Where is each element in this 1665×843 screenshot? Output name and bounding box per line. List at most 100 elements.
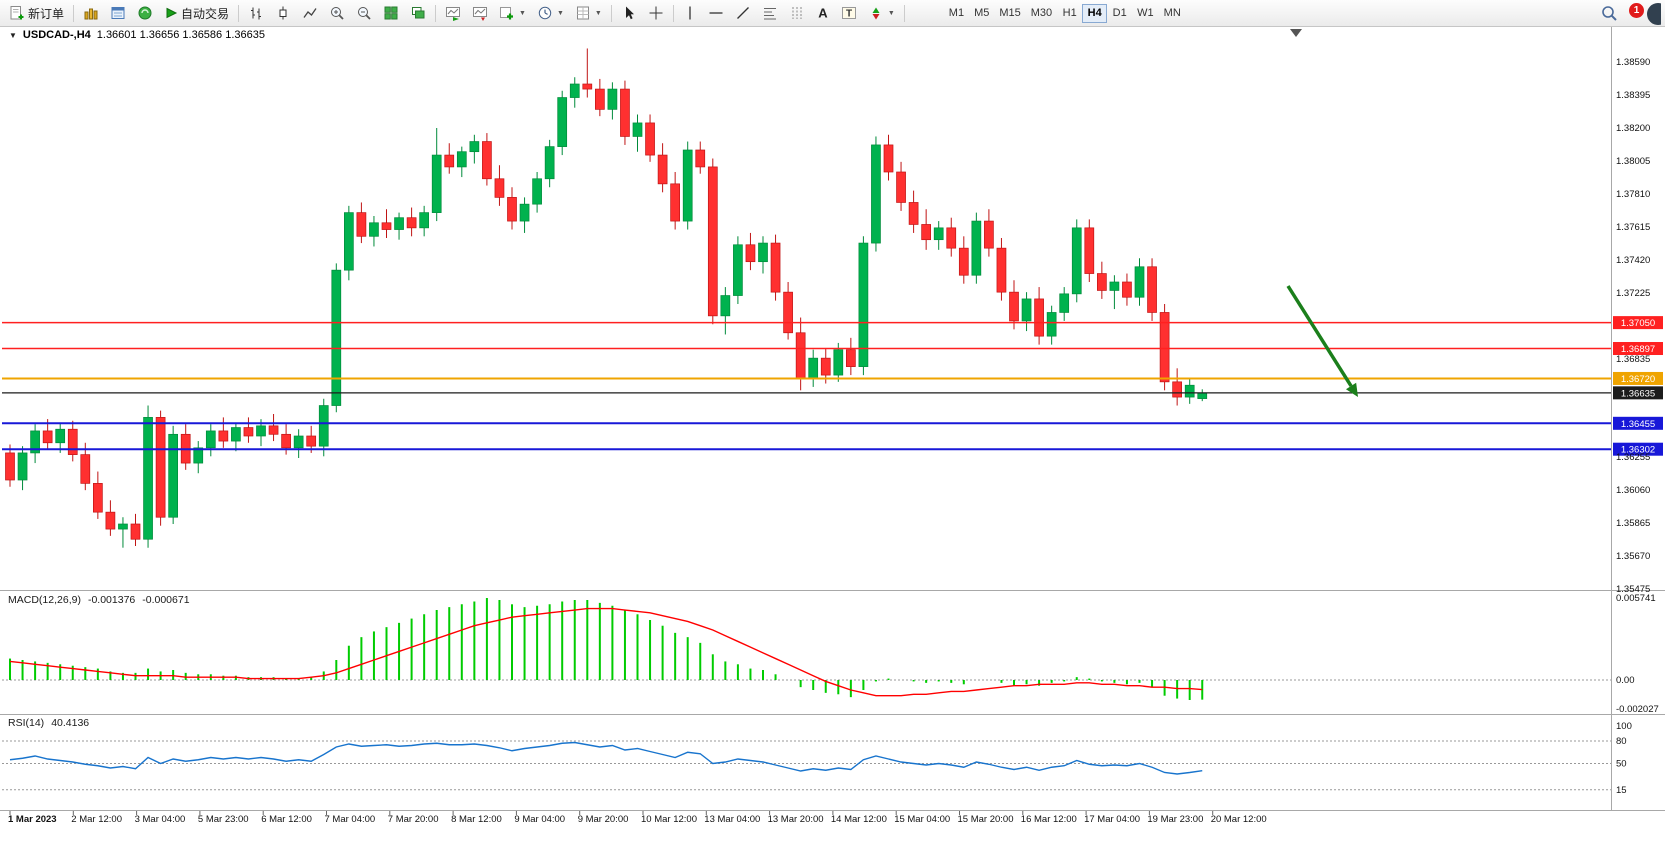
trendline-button[interactable] <box>730 2 756 24</box>
candle <box>1122 281 1132 298</box>
search-icon[interactable] <box>1600 4 1618 22</box>
timeframe-button-h1[interactable]: H1 <box>1057 4 1082 23</box>
candle <box>984 220 994 249</box>
timeframe-group: M1 M5 M15 M30 H1 H4 D1 W1 MN <box>944 3 1186 23</box>
market-watch-icon <box>84 8 98 20</box>
auto-scroll-button[interactable] <box>440 2 466 24</box>
shapes-button[interactable]: ▼ <box>863 2 900 24</box>
data-window-button[interactable] <box>105 2 131 24</box>
macd-name: MACD(12,26,9) <box>8 594 81 606</box>
timeframe-button-d1[interactable]: D1 <box>1107 4 1132 23</box>
zoom-in-icon <box>331 7 344 20</box>
price-badge <box>1613 416 1663 430</box>
zoom-out-button[interactable] <box>351 2 377 24</box>
candle <box>557 97 568 147</box>
chart-shift-marker[interactable] <box>1290 29 1302 37</box>
avatar[interactable] <box>1647 3 1661 25</box>
time-axis-label: 3 Mar 04:00 <box>135 814 186 825</box>
label-tool-button[interactable]: T <box>836 2 862 24</box>
vertical-line-button[interactable] <box>678 2 702 24</box>
crosshair-button[interactable] <box>643 2 669 24</box>
rsi-label: RSI(14) 40.4136 <box>8 717 89 729</box>
arrows-shapes-icon <box>872 7 880 20</box>
candle <box>582 83 593 90</box>
macd-value-main: -0.001376 <box>87 594 136 606</box>
price-badge <box>1613 316 1663 330</box>
notification-badge[interactable]: 1 <box>1629 3 1644 18</box>
add-indicator-button[interactable]: ▼ <box>494 2 531 24</box>
trend-arrow-annotation[interactable] <box>1286 285 1353 387</box>
timeframe-button-m30[interactable]: M30 <box>1026 4 1057 23</box>
zoom-out-icon <box>358 7 371 20</box>
timeframe-button-h4[interactable]: H4 <box>1082 3 1108 23</box>
svg-text:T: T <box>846 9 852 20</box>
time-axis-label: 6 Mar 12:00 <box>261 814 312 825</box>
time-axis-label: 13 Mar 04:00 <box>704 814 760 825</box>
timeframe-button-m1[interactable]: M1 <box>944 4 969 23</box>
horizontal-line-button[interactable] <box>703 2 729 24</box>
candle <box>494 178 505 198</box>
macd-scale-label: -0.002027 <box>1616 704 1659 715</box>
cycle-lines-button[interactable] <box>784 2 810 24</box>
candle <box>1034 298 1044 337</box>
candle <box>67 428 78 455</box>
candle <box>419 212 429 229</box>
price-badge <box>1613 386 1663 400</box>
timeframe-button-w1[interactable]: W1 <box>1132 4 1159 23</box>
auto-trading-button[interactable]: 自动交易 <box>159 2 234 24</box>
cursor-button[interactable] <box>616 2 642 24</box>
new-order-button[interactable]: 新订单 <box>4 2 69 24</box>
account-area[interactable]: 1 <box>1627 1 1661 25</box>
timeframe-button-m5[interactable]: M5 <box>969 4 994 23</box>
text-tool-button[interactable]: A <box>811 2 835 24</box>
rsi-scale-label: 50 <box>1616 759 1627 770</box>
template-icon <box>576 6 589 20</box>
candle <box>1059 293 1070 313</box>
candle <box>331 269 342 406</box>
bar-chart-icon <box>251 7 262 20</box>
templates-button[interactable]: ▼ <box>570 2 607 24</box>
candle <box>1147 266 1157 313</box>
candlestick-button[interactable] <box>270 2 296 24</box>
zoom-in-button[interactable] <box>324 2 350 24</box>
candle <box>971 220 982 276</box>
candle <box>507 197 517 222</box>
candle <box>958 247 969 276</box>
tile-windows-icon <box>384 6 398 20</box>
navigator-button[interactable] <box>132 2 158 24</box>
navigator-icon <box>138 6 152 20</box>
candle <box>406 217 417 229</box>
candle <box>193 447 204 464</box>
periods-button[interactable]: ▼ <box>532 2 569 24</box>
toolbar-separator <box>238 4 240 22</box>
fibonacci-button[interactable] <box>757 2 783 24</box>
candle <box>908 202 919 225</box>
timeframe-button-mn[interactable]: MN <box>1159 4 1186 23</box>
price-axis-label: 1.38395 <box>1616 90 1650 101</box>
trend-arrow-head[interactable] <box>1345 382 1358 397</box>
rsi-scale-label: 100 <box>1616 721 1632 732</box>
bar-chart-button[interactable] <box>243 2 269 24</box>
candle <box>657 154 668 185</box>
line-chart-button[interactable] <box>297 2 323 24</box>
timeframe-button-m15[interactable]: M15 <box>994 4 1025 23</box>
toolbar-separator <box>672 4 674 22</box>
candle <box>770 242 781 293</box>
price-axis-label: 1.36060 <box>1616 485 1650 496</box>
candle <box>883 144 894 173</box>
label-icon: T <box>841 7 856 20</box>
candlestick-icon <box>279 6 287 20</box>
price-badge <box>1613 342 1663 356</box>
candle <box>1109 281 1120 291</box>
chart-shift-button[interactable] <box>467 2 493 24</box>
rsi-scale-label: 15 <box>1616 785 1627 796</box>
candle <box>118 523 128 530</box>
candle <box>833 349 844 376</box>
tile-windows-button[interactable] <box>378 2 404 24</box>
cascade-windows-button[interactable] <box>405 2 431 24</box>
price-axis-label: 1.36255 <box>1616 452 1650 463</box>
collapse-triangle-icon[interactable]: ▼ <box>9 30 17 40</box>
market-watch-button[interactable] <box>78 2 104 24</box>
time-axis-label: 15 Mar 20:00 <box>958 814 1014 825</box>
candle <box>369 222 379 237</box>
